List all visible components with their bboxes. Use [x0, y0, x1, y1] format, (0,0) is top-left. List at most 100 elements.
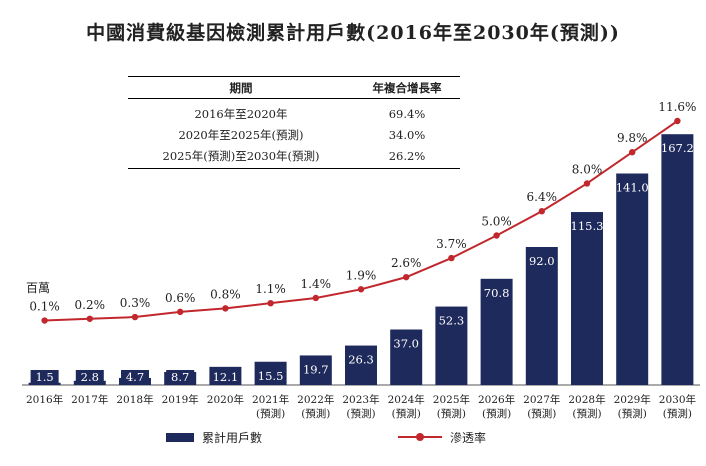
bar-value-label: 4.7 [126, 370, 144, 384]
line-value-label: 0.8% [210, 287, 241, 301]
bar-label-bg [75, 370, 104, 384]
bar [480, 278, 513, 385]
bar-value-label: 52.3 [439, 314, 465, 328]
x-tick-label: 2025年 [433, 393, 470, 406]
bar-value-label: 37.0 [393, 337, 419, 351]
chart-title: 中國消費級基因檢測累計用戶數(2016年至2030年(預測)) [86, 22, 620, 44]
cagr-table: 期間 年複合增長率 2016年至2020年 69.4% 2020年至2025年(… [128, 76, 460, 169]
line-value-label: 1.1% [255, 282, 286, 296]
unit-label: 百萬 [26, 281, 51, 295]
cagr-rate: 34.0% [388, 127, 426, 142]
line-value-label: 5.0% [481, 215, 512, 229]
cagr-table-row: 2016年至2020年 69.4% [128, 103, 460, 124]
cagr-rate: 69.4% [388, 106, 426, 121]
line-value-label: 1.9% [346, 268, 377, 282]
line-value-label: 9.8% [617, 131, 648, 145]
x-tick-label: (預測) [527, 407, 556, 420]
x-tick-label: 2018年 [116, 393, 153, 406]
bar [571, 212, 603, 385]
x-tick-label: 2027年 [523, 393, 560, 406]
bar-label-bg [121, 370, 149, 384]
cagr-header-rate: 年複合增長率 [372, 80, 442, 95]
bar [390, 329, 423, 385]
bar-value-label: 2.8 [81, 370, 99, 384]
bar-label-bg [30, 370, 59, 384]
legend-item-bars: 累計用戶數 [166, 426, 262, 448]
legend-bar-label: 累計用戶數 [202, 430, 263, 445]
line-value-label: 2.6% [391, 256, 422, 270]
bar [254, 361, 287, 385]
x-tick-label: 2017年 [71, 393, 108, 406]
x-tick-label: 2021年 [252, 393, 289, 406]
line-point [312, 294, 319, 302]
line-value-label: 0.6% [165, 291, 196, 305]
line-point [493, 232, 500, 239]
line-value-label: 1.4% [301, 277, 332, 291]
x-tick-label: 2023年 [342, 393, 379, 406]
line-point [222, 305, 229, 312]
line-value-label: 0.3% [120, 296, 151, 310]
x-tick-label: (預測) [256, 407, 285, 420]
bar [299, 355, 332, 385]
x-tick-label: 2030年 [659, 393, 696, 406]
bar-value-label: 1.5 [35, 370, 53, 384]
legend-line-label: 滲透率 [450, 430, 487, 445]
cagr-table-row: 2025年(預測)至2030年(預測) 26.2% [128, 145, 460, 166]
line-value-label: 0.2% [75, 298, 106, 312]
line-point [629, 149, 636, 156]
cagr-table-header: 期間 年複合增長率 [128, 76, 460, 99]
line-point [177, 308, 184, 316]
bar-value-label: 141.0 [616, 181, 649, 195]
line-point [538, 208, 545, 215]
legend-bar-swatch [166, 432, 194, 442]
x-tick-label: (預測) [392, 407, 421, 420]
x-tick-label: (預測) [482, 407, 511, 420]
line-point [403, 273, 410, 281]
x-tick-label: 2026年 [478, 393, 515, 406]
x-tick-label: (預測) [301, 407, 330, 420]
cagr-table-row: 2020年至2025年(預測) 34.0% [128, 124, 460, 145]
bar-value-label: 15.5 [258, 369, 284, 383]
line-value-label: 8.0% [572, 162, 603, 176]
bar [525, 247, 558, 385]
bar-value-label: 8.7 [171, 370, 189, 384]
line-value-label: 11.6% [658, 100, 696, 114]
x-tick-label: 2029年 [614, 393, 651, 406]
x-tick-label: 2020年 [207, 393, 244, 406]
bar-label-bg [166, 370, 195, 384]
bar-value-label: 92.0 [529, 254, 555, 268]
line-point [267, 299, 274, 307]
cagr-rate: 26.2% [388, 148, 426, 163]
bar [345, 345, 377, 385]
x-tick-label: 2028年 [568, 393, 605, 406]
bar [661, 134, 694, 385]
x-tick-label: 2019年 [162, 393, 199, 406]
bar-value-label: 70.8 [484, 286, 510, 300]
x-tick-label: 2024年 [388, 393, 425, 406]
legend: 累計用戶數 滲透率 [0, 426, 706, 450]
legend-line-swatch [398, 433, 442, 441]
cagr-period: 2016年至2020年 [194, 106, 288, 121]
line-value-label: 0.1% [29, 300, 60, 314]
x-tick-label: (預測) [618, 407, 647, 420]
line-point [86, 315, 94, 322]
line-point [674, 117, 681, 125]
line-value-label: 6.4% [527, 190, 558, 204]
line-point [583, 180, 591, 187]
line-point [41, 317, 48, 324]
cagr-period: 2020年至2025年(預測) [178, 127, 304, 142]
bar-label-bg [211, 370, 240, 384]
legend-item-line: 滲透率 [398, 426, 486, 448]
x-tick-label: (預測) [437, 407, 466, 420]
x-tick-label: 2022年 [297, 393, 334, 406]
cagr-header-period: 期間 [229, 80, 253, 95]
bar [435, 306, 468, 385]
line-value-label: 3.7% [436, 237, 467, 251]
cagr-period: 2025年(預測)至2030年(預測) [162, 148, 320, 163]
bar-value-label: 167.2 [661, 141, 694, 155]
x-tick-label: (預測) [346, 407, 375, 420]
line-point [448, 254, 455, 262]
line-point [357, 286, 365, 293]
bar-value-label: 115.3 [571, 219, 604, 233]
